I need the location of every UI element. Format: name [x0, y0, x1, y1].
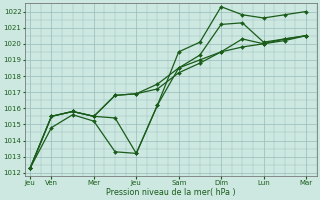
X-axis label: Pression niveau de la mer( hPa ): Pression niveau de la mer( hPa )	[106, 188, 236, 197]
